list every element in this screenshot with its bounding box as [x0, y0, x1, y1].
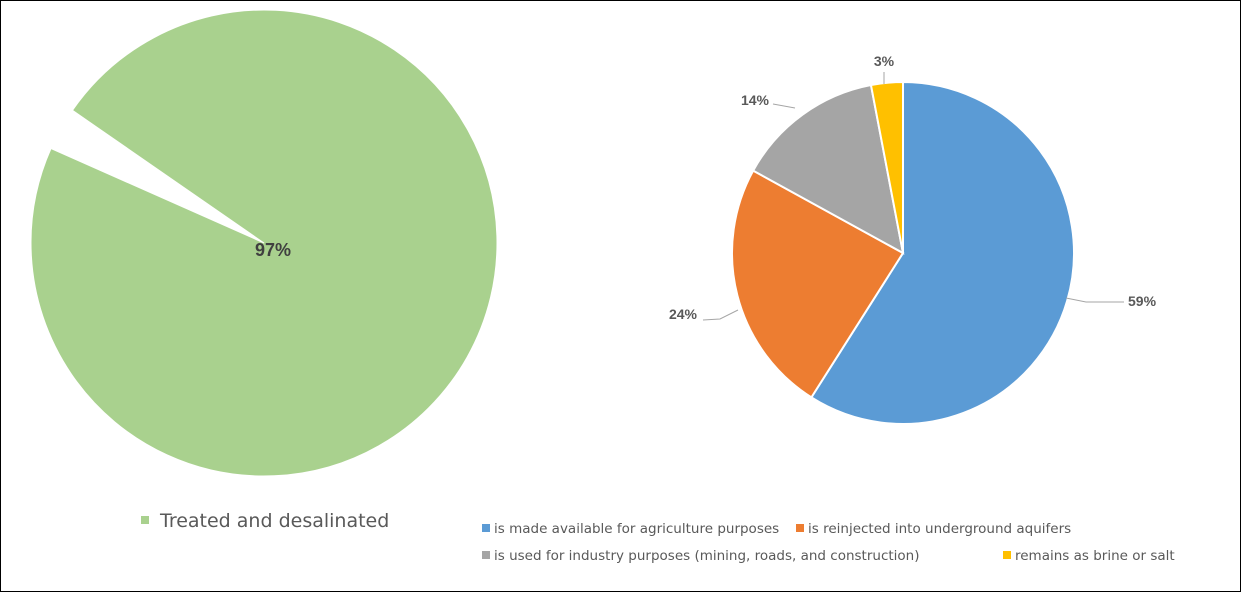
- data-label-24: 24%: [669, 306, 698, 322]
- data-label-14: 14%: [741, 92, 770, 108]
- data-label-3: 3%: [874, 53, 895, 69]
- pie-slice-treated-and-desalinated: [30, 9, 498, 477]
- legend-label-is-used-for-industry-purposes-mining-roa: is used for industry purposes (mining, r…: [494, 548, 920, 564]
- legend-label-is-reinjected-into-underground-aquifers: is reinjected into underground aquifers: [808, 521, 1071, 537]
- legend-label-is-made-available-for-agriculture-purpos: is made available for agriculture purpos…: [494, 521, 779, 537]
- data-label-59: 59%: [1128, 293, 1157, 309]
- legend-label-remains-as-brine-or-salt: remains as brine or salt: [1015, 548, 1175, 564]
- data-label-treated-and-desalinated: 97%: [255, 240, 291, 260]
- leader-line-2: [702, 309, 739, 321]
- legend-swatch-is-made-available-for-agriculture-purpos: [482, 524, 490, 532]
- legend-swatch-is-reinjected-into-underground-aquifers: [796, 524, 804, 532]
- legend-label-treated-and-desalinated: Treated and desalinated: [159, 510, 389, 532]
- legend-swatch-remains-as-brine-or-salt: [1003, 551, 1011, 559]
- legend-swatch-treated-and-desalinated: [141, 516, 149, 524]
- leader-line-3: [772, 103, 796, 109]
- pie-slice-is-made-available-for-agriculture-purpos: [809, 80, 1075, 425]
- legend-swatch-is-used-for-industry-purposes-mining-roa: [482, 551, 490, 559]
- pie-slice-is-used-for-industry-purposes-mining-roa: [751, 83, 905, 255]
- leader-line-1: [1065, 297, 1124, 303]
- pie-slice-is-reinjected-into-underground-aquifers: [730, 169, 905, 399]
- pie-slice-remains-as-brine-or-salt: [869, 80, 904, 254]
